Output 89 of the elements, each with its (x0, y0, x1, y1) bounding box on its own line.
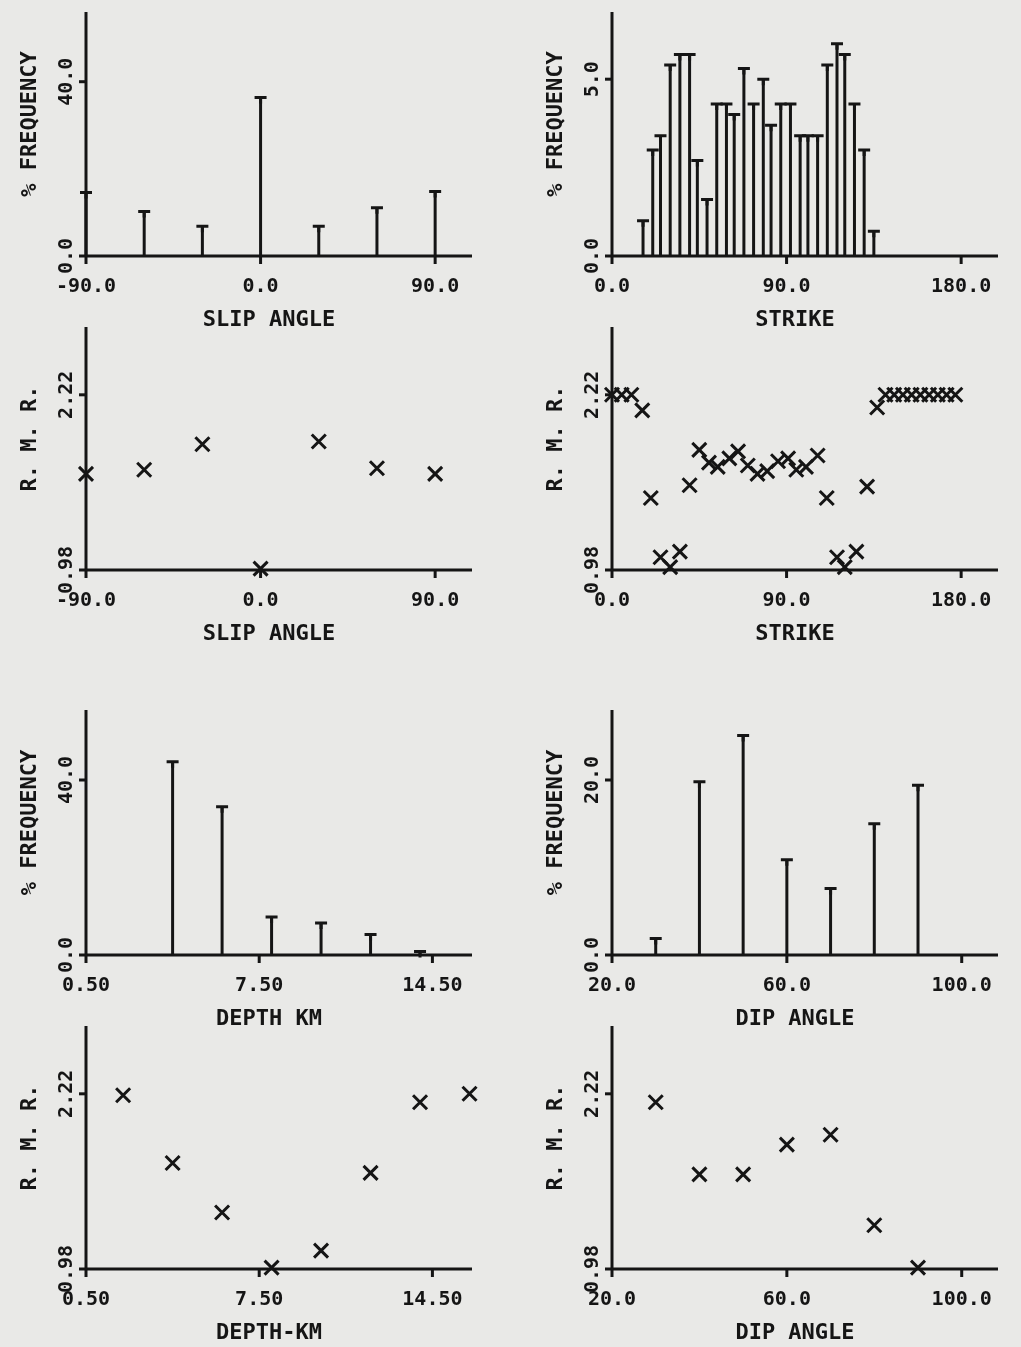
point (114, 1086, 132, 1104)
point (818, 489, 836, 507)
y-tick-label: 5.0 (579, 61, 603, 98)
x-tick-label: 100.0 (931, 972, 992, 996)
point (828, 548, 846, 566)
point (633, 401, 651, 419)
point (700, 454, 718, 472)
point (809, 447, 827, 465)
point (263, 1259, 281, 1277)
x-axis-title: DEPTH-KM (216, 1319, 322, 1344)
y-tick-label: 20.0 (579, 755, 603, 805)
point (368, 459, 386, 477)
y-axis-title: % FREQUENCY (16, 50, 41, 197)
point (690, 441, 708, 459)
y-axis-title: % FREQUENCY (16, 748, 41, 896)
point (77, 465, 95, 483)
point (661, 558, 679, 576)
x-axis-title: SLIP ANGLE (202, 306, 336, 331)
x-tick-label: 60.0 (762, 972, 811, 996)
point (310, 432, 328, 450)
y-tick-label: 2.22 (53, 1069, 77, 1118)
point (681, 476, 699, 494)
point (912, 783, 924, 792)
point (847, 543, 865, 561)
x-axis-title: SLIP ANGLE (202, 620, 336, 645)
point (836, 558, 854, 576)
x-axis-title: STRIKE (755, 306, 835, 331)
y-axis-title: R. M. R. (542, 1084, 567, 1191)
point (651, 548, 669, 566)
x-tick-label: 7.50 (235, 972, 284, 996)
point (734, 1165, 752, 1183)
x-tick-label: 0.0 (242, 273, 279, 297)
x-tick-label: 90.0 (762, 587, 811, 611)
x-tick-label: 7.50 (235, 1286, 284, 1310)
point (362, 1164, 380, 1182)
x-tick-label: 14.50 (402, 972, 463, 996)
point (164, 1154, 182, 1172)
point (461, 1085, 479, 1103)
y-axis-title: R. M. R. (16, 385, 41, 492)
x-tick-label: 0.0 (242, 587, 279, 611)
point (135, 461, 153, 479)
point (909, 1259, 927, 1277)
y-tick-label: 2.22 (579, 1069, 603, 1118)
x-tick-label: 60.0 (762, 1286, 811, 1310)
y-axis-title: % FREQUENCY (542, 748, 567, 896)
point (411, 1093, 429, 1111)
x-tick-label: 180.0 (931, 273, 992, 297)
y-axis-title: R. M. R. (542, 385, 567, 492)
y-tick-label: 2.22 (53, 370, 77, 419)
point (80, 190, 92, 199)
point (647, 1093, 665, 1111)
x-axis-title: STRIKE (755, 620, 835, 645)
x-tick-label: 180.0 (931, 587, 992, 611)
point (642, 489, 660, 507)
point (690, 1165, 708, 1183)
x-axis-title: DIP ANGLE (735, 1005, 855, 1030)
point (797, 458, 815, 476)
x-tick-label: 14.50 (402, 1286, 463, 1310)
y-tick-label: 40.0 (53, 755, 77, 805)
point (312, 1242, 330, 1260)
x-tick-label: 90.0 (411, 273, 460, 297)
point (213, 1203, 231, 1221)
point (720, 449, 738, 467)
point (822, 1126, 840, 1144)
y-tick-label: 2.22 (579, 370, 603, 419)
x-tick-label: 90.0 (762, 273, 811, 297)
point (758, 462, 776, 480)
y-axis-title: R. M. R. (16, 1084, 41, 1191)
point (748, 465, 766, 483)
point (858, 478, 876, 496)
x-tick-label: 100.0 (931, 1286, 992, 1310)
point (426, 465, 444, 483)
point (865, 1216, 883, 1234)
point (729, 442, 747, 460)
x-axis-title: DEPTH KM (216, 1005, 322, 1030)
x-tick-label: -90.0 (55, 273, 117, 297)
y-tick-label: 40.0 (53, 57, 77, 106)
point (671, 543, 689, 561)
point (778, 1136, 796, 1154)
x-axis-title: DIP ANGLE (735, 1319, 855, 1344)
point (739, 456, 757, 474)
point (252, 560, 270, 578)
point (787, 461, 805, 479)
x-tick-label: 90.0 (411, 587, 460, 611)
y-axis-title: % FREQUENCY (542, 50, 567, 197)
point (193, 435, 211, 453)
point (868, 399, 886, 417)
point (709, 458, 727, 476)
x-tick-label: 0.50 (61, 972, 111, 996)
